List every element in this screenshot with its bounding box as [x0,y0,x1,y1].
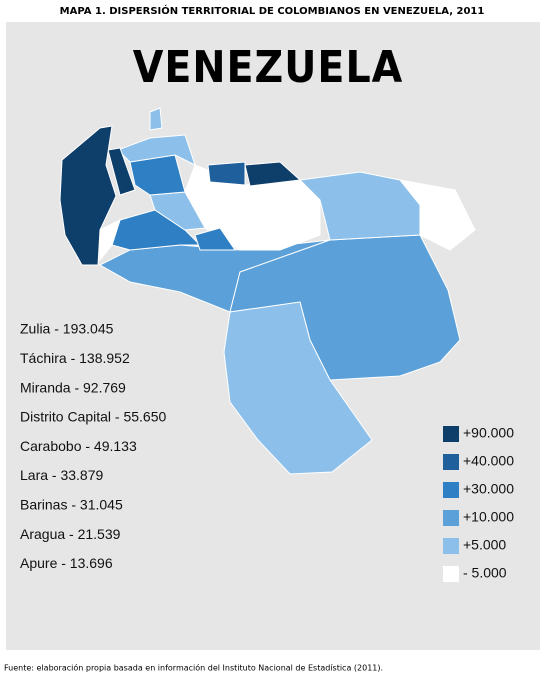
map-title: VENEZUELA [133,42,404,93]
legend-label: +30.000 [463,481,514,497]
state-entry: Carabobo - 49.133 [20,438,137,454]
header-title: MAPA 1. DISPERSIÓN TERRITORIAL DE COLOMB… [60,4,485,17]
state-entry: Miranda - 92.769 [20,379,126,395]
map-shapes [59,107,476,475]
state-entry: Barinas - 31.045 [20,497,123,513]
source-note: Fuente: elaboración propia basada en inf… [4,663,383,673]
legend-swatch [443,482,459,498]
legend-label: +90.000 [463,425,514,441]
legend-label: +10.000 [463,509,514,525]
legend-label: +40.000 [463,453,514,469]
legend-swatch [443,426,459,442]
state-list: Zulia - 193.045 Táchira - 138.952 Miranda … [20,321,167,571]
legend-label: - 5.000 [463,565,507,581]
legend: +90.000 +40.000 +30.000 +10.000 +5.000 - 5.00… [443,425,514,582]
legend-label: +5.000 [463,537,506,553]
state-entry: Apure - 13.696 [20,555,113,571]
state-entry: Zulia - 193.045 [20,321,114,337]
legend-swatch [443,510,459,526]
legend-swatch [443,454,459,470]
state-entry: Táchira - 138.952 [20,350,130,366]
state-entry: Lara - 33.879 [20,467,103,483]
legend-swatch [443,566,459,582]
state-entry: Aragua - 21.539 [20,526,121,542]
state-entry: Distrito Capital - 55.650 [20,409,167,425]
legend-swatch [443,538,459,554]
